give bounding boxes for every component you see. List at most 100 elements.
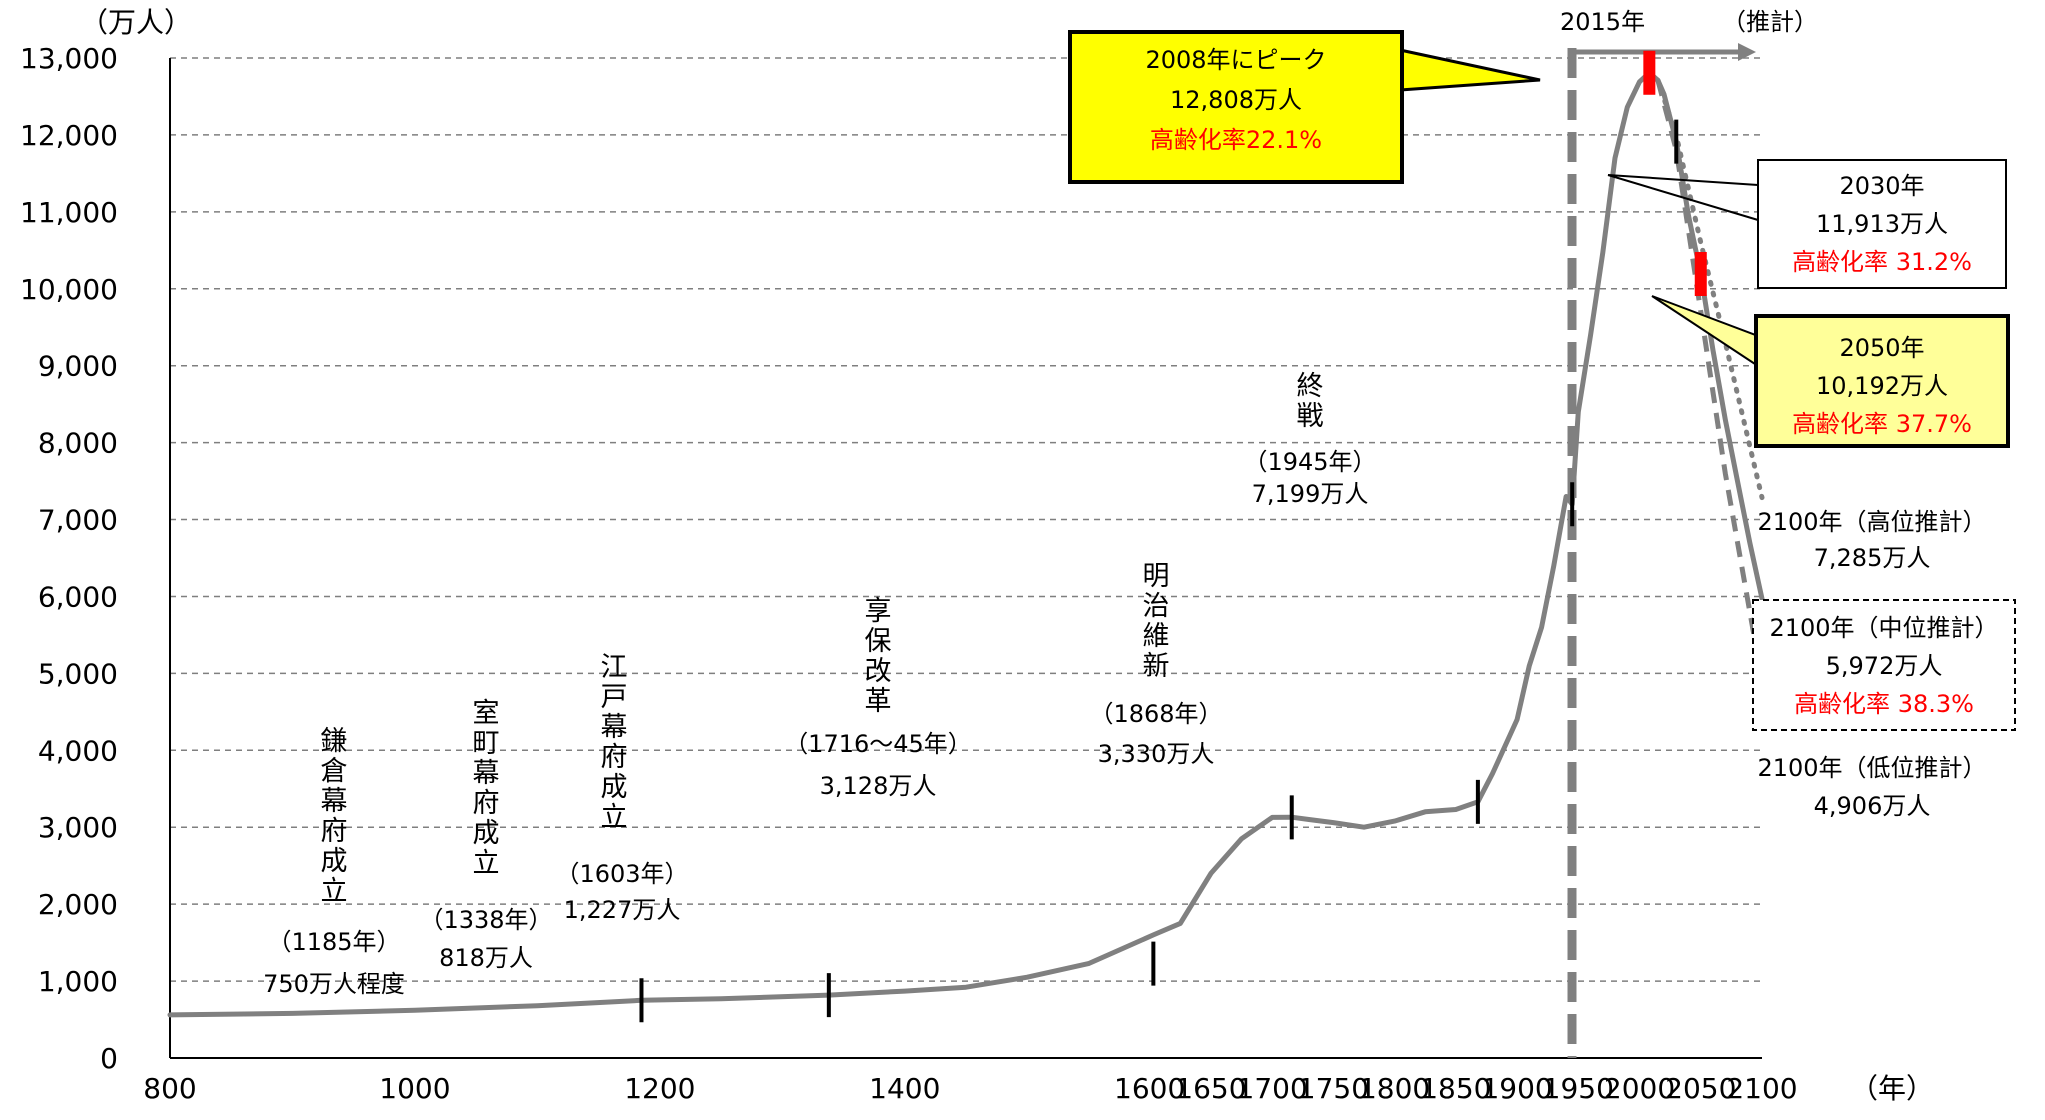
x-tick-label: 1400 — [869, 1072, 940, 1105]
annotation-kamakura-pop: 750万人程度 — [263, 970, 405, 998]
x-tick-label: 2100 — [1726, 1072, 1797, 1105]
callout-2030: 2030年 11,913万人 高齢化率 31.2% — [1607, 159, 2007, 289]
annotation-muromachi: 室町幕府成立 （1338年） 818万人 — [419, 698, 552, 972]
annotation-meiji-year: （1868年） — [1089, 700, 1222, 728]
y-tick-label: 10,000 — [20, 273, 118, 306]
x-tick-label: 2000 — [1604, 1072, 1675, 1105]
label-2100-mid: 2100年（中位推計） 5,972万人 高齢化率 38.3% — [1752, 599, 2016, 731]
callout-peak: 2008年にピーク 12,808万人 高齢化率22.1% — [1068, 30, 1541, 184]
y-tick-label: 7,000 — [38, 504, 118, 537]
annotation-edo: 江戸幕府成立 （1603年） 1,227万人 — [555, 652, 688, 924]
y-tick-label: 11,000 — [20, 196, 118, 229]
forecast-arrow-head — [1738, 43, 1756, 61]
callout-peak-box — [1068, 30, 1404, 184]
series — [167, 70, 1765, 1018]
callout-2050-line1: 2050年 — [1839, 334, 1924, 362]
y-tick-label: 3,000 — [38, 811, 118, 844]
y-tick-label: 5,000 — [38, 657, 118, 690]
grid-lines — [170, 57, 1762, 982]
annotation-meiji-title: 明治維新 — [1143, 561, 1170, 682]
annotation-shusen-year: （1945年） — [1243, 448, 1376, 476]
markers — [639, 50, 1707, 1023]
x-tick-label: 1650 — [1175, 1072, 1246, 1105]
callout-2030-pointer-bottom — [1607, 174, 1759, 221]
y-tick-labels: 0 1,000 2,000 3,000 4,000 5,000 6,000 7,000 8,00… — [20, 42, 118, 1075]
annotation-muromachi-pop: 818万人 — [439, 944, 533, 972]
annotation-shusen-pop: 7,199万人 — [1252, 480, 1369, 508]
axes: （万人） （年） — [80, 6, 1934, 1105]
callout-2050-box — [1754, 314, 2010, 448]
forecast-divider: 2015年 （推計） — [1560, 8, 1818, 1058]
annotation-kamakura-year: （1185年） — [267, 928, 400, 956]
y-tick-label: 6,000 — [38, 580, 118, 613]
annotation-kyoho-year: （1716～45年） — [784, 730, 972, 758]
annotation-muromachi-title: 室町幕府成立 — [473, 698, 500, 879]
label-2100-low-line2: 4,906万人 — [1814, 792, 1931, 820]
y-tick-label: 9,000 — [38, 350, 118, 383]
y-tick-label: 1,000 — [38, 965, 118, 998]
label-2100-high: 2100年（高位推計） 7,285万人 — [1757, 508, 1986, 572]
callout-2050-line3: 高齢化率 37.7% — [1792, 410, 1972, 438]
annotation-shusen-title: 終戦 — [1297, 371, 1324, 432]
callout-2030-pointer-top — [1607, 174, 1759, 186]
y-tick-label: 4,000 — [38, 734, 118, 767]
y-tick-label: 0 — [100, 1042, 118, 1075]
label-2100-mid-line3: 高齢化率 38.3% — [1794, 690, 1974, 718]
label-2100-mid-line1: 2100年（中位推計） — [1769, 614, 1998, 642]
y-tick-label: 12,000 — [20, 119, 118, 152]
callout-2030-box — [1757, 159, 2007, 289]
x-tick-label: 1750 — [1298, 1072, 1369, 1105]
callout-2030-line3: 高齢化率 31.2% — [1792, 248, 1972, 276]
series-line-dotted — [1655, 77, 1765, 501]
callout-2030-line1: 2030年 — [1839, 172, 1924, 200]
y-tick-label: 2,000 — [38, 888, 118, 921]
callout-peak-pointer — [1398, 48, 1541, 92]
annotation-edo-title: 江戸幕府成立 — [601, 652, 628, 833]
x-tick-label: 1000 — [379, 1072, 450, 1105]
x-tick-label: 1800 — [1359, 1072, 1430, 1105]
label-2100-mid-line2: 5,972万人 — [1826, 652, 1943, 680]
x-tick-label: 1900 — [1481, 1072, 1552, 1105]
x-tick-label: 1850 — [1420, 1072, 1491, 1105]
label-2100-high-line1: 2100年（高位推計） — [1757, 508, 1986, 536]
callout-2030-line2: 11,913万人 — [1816, 210, 1948, 238]
highlight-marker — [1694, 252, 1707, 296]
annotation-shusen: 終戦 （1945年） 7,199万人 — [1243, 371, 1376, 508]
label-2100-mid-box — [1752, 599, 2016, 731]
callout-2050: 2050年 10,192万人 高齢化率 37.7% — [1651, 295, 2010, 448]
annotation-kyoho-title: 享保改革 — [865, 596, 892, 717]
series-line-solid — [167, 70, 1765, 1018]
x-tick-labels: 800 1000 1200 1400 1600165017001750180018501… — [143, 1072, 1797, 1105]
x-unit-label: （年） — [1850, 1072, 1934, 1105]
annotation-muromachi-year: （1338年） — [419, 906, 552, 934]
y-tick-label: 13,000 — [20, 42, 118, 75]
label-2100-low: 2100年（低位推計） 4,906万人 — [1757, 754, 1986, 820]
callout-peak-line2: 12,808万人 — [1170, 86, 1302, 114]
callout-peak-line1: 2008年にピーク — [1145, 46, 1326, 74]
highlight-marker — [1643, 50, 1656, 95]
annotation-kamakura: 鎌倉幕府成立 （1185年） 750万人程度 — [263, 726, 405, 998]
forecast-label: （推計） — [1722, 8, 1818, 36]
y-tick-label: 8,000 — [38, 427, 118, 460]
x-tick-label: 800 — [143, 1072, 196, 1105]
label-2100-high-line2: 7,285万人 — [1814, 544, 1931, 572]
annotation-edo-year: （1603年） — [555, 860, 688, 888]
annotation-kamakura-title: 鎌倉幕府成立 — [321, 726, 348, 907]
x-tick-label: 1200 — [624, 1072, 695, 1105]
series-line-dashed — [1655, 79, 1765, 682]
x-tick-label: 1950 — [1543, 1072, 1614, 1105]
annotation-edo-pop: 1,227万人 — [564, 896, 681, 924]
y-unit-label: （万人） — [80, 6, 192, 39]
callout-2050-line2: 10,192万人 — [1816, 372, 1948, 400]
annotation-kyoho-pop: 3,128万人 — [820, 772, 937, 800]
x-tick-label: 1700 — [1237, 1072, 1308, 1105]
x-tick-label: 2050 — [1665, 1072, 1736, 1105]
annotation-kyoho: 享保改革 （1716～45年） 3,128万人 — [784, 596, 972, 800]
annotation-meiji-pop: 3,330万人 — [1098, 740, 1215, 768]
forecast-start-label: 2015年 — [1560, 8, 1645, 36]
annotation-meiji: 明治維新 （1868年） 3,330万人 — [1089, 561, 1222, 768]
label-2100-low-line1: 2100年（低位推計） — [1757, 754, 1986, 782]
callout-peak-line3: 高齢化率22.1% — [1150, 126, 1322, 154]
x-tick-label: 1600 — [1114, 1072, 1185, 1105]
